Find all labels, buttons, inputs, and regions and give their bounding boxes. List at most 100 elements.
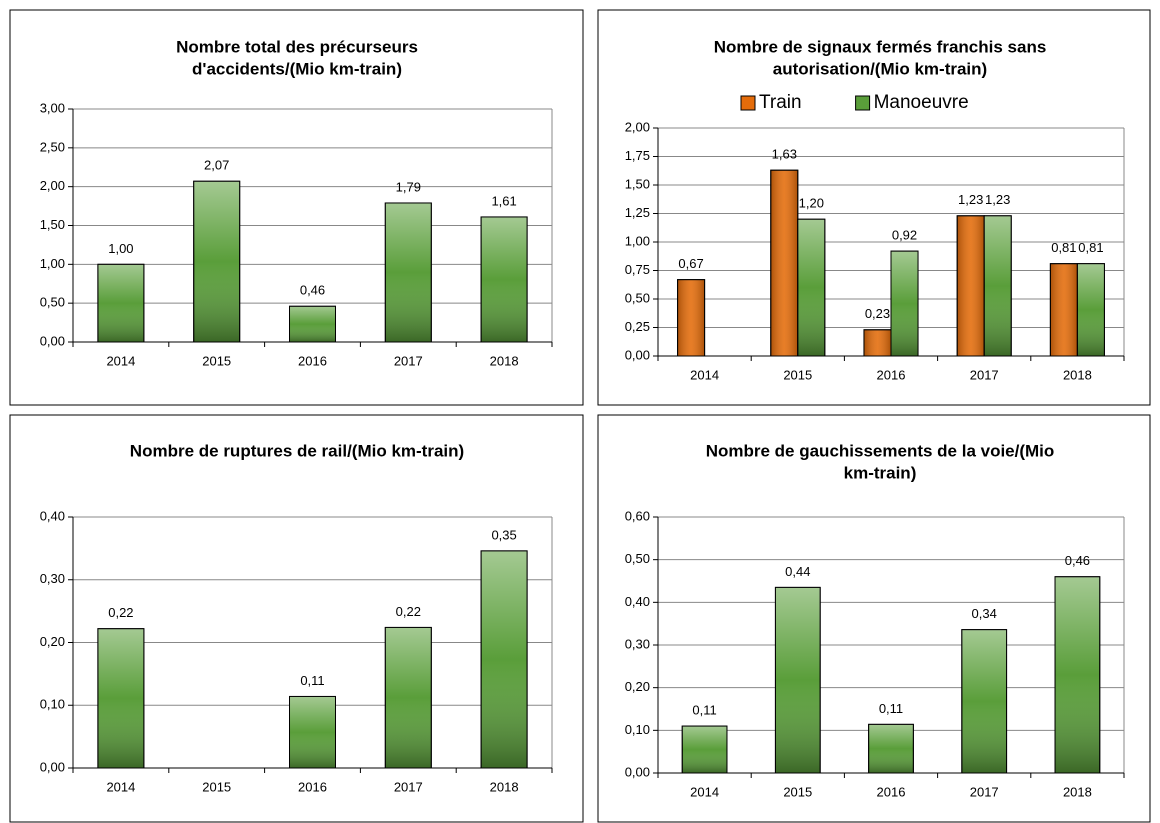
y-tick-label: 0,20: [40, 634, 65, 649]
y-tick-label: 0,40: [625, 594, 650, 609]
data-label: 1,63: [772, 147, 797, 162]
x-tick-label: 2014: [690, 367, 719, 382]
bar-shading: [868, 723, 914, 774]
data-label: 0,46: [300, 283, 325, 298]
bar-shading: [1054, 576, 1101, 774]
y-tick-label: 0,20: [625, 679, 650, 694]
data-label: 0,22: [108, 605, 133, 620]
data-label: 1,79: [396, 179, 421, 194]
chart-title: autorisation/(Mio km-train): [773, 59, 987, 78]
y-tick-label: 2,00: [625, 119, 650, 134]
bar-shading: [956, 215, 985, 357]
legend-label: Train: [759, 92, 802, 113]
data-label: 0,11: [692, 703, 716, 718]
y-tick-label: 0,50: [625, 551, 650, 566]
legend-swatch: [740, 95, 756, 111]
bar-shading: [289, 695, 336, 769]
y-tick-label: 0,60: [625, 508, 650, 523]
x-tick-label: 2017: [970, 784, 999, 799]
x-tick-label: 2015: [783, 367, 812, 382]
y-tick-label: 3,00: [40, 100, 65, 115]
x-tick-label: 2014: [106, 779, 135, 794]
y-tick-label: 1,50: [40, 217, 65, 232]
data-label: 0,44: [785, 564, 810, 579]
bar-shading: [1076, 263, 1105, 357]
chart-title: Nombre de signaux fermés franchis sans: [714, 37, 1047, 56]
bar-shading: [797, 218, 826, 357]
data-label: 0,46: [1065, 553, 1090, 568]
panel-border: [9, 414, 584, 823]
data-label: 1,00: [108, 241, 133, 256]
bar-shading: [193, 180, 241, 343]
x-tick-label: 2016: [877, 367, 906, 382]
chart-title: km-train): [844, 463, 917, 482]
y-tick-label: 0,30: [40, 571, 65, 586]
panel-border: [597, 9, 1151, 406]
bar-shading: [774, 586, 821, 774]
y-tick-label: 0,00: [40, 333, 65, 348]
data-label: 0,11: [300, 673, 324, 688]
y-tick-label: 1,75: [625, 148, 650, 163]
y-tick-label: 0,00: [625, 764, 650, 779]
data-label: 1,23: [958, 192, 983, 207]
data-label: 1,61: [491, 193, 516, 208]
y-tick-label: 2,50: [40, 139, 65, 154]
y-tick-label: 0,30: [625, 636, 650, 651]
x-tick-label: 2018: [490, 779, 519, 794]
data-label: 2,07: [204, 158, 229, 173]
x-tick-label: 2016: [298, 779, 327, 794]
data-label: 0,81: [1078, 240, 1103, 255]
chart-title: Nombre de ruptures de rail/(Mio km-train…: [130, 441, 464, 460]
data-label: 0,11: [879, 701, 903, 716]
x-tick-label: 2016: [877, 784, 906, 799]
x-tick-label: 2015: [202, 353, 231, 368]
bar-shading: [681, 725, 728, 774]
bar-shading: [384, 202, 432, 343]
y-tick-label: 0,25: [625, 319, 650, 334]
panel-border: [9, 9, 584, 406]
chart-title: Nombre de gauchissements de la voie/(Mio: [706, 441, 1055, 460]
bar-shading: [480, 550, 528, 769]
chart-title: Nombre total des précurseurs: [176, 37, 418, 56]
x-tick-label: 2018: [490, 353, 519, 368]
bar-shading: [384, 626, 432, 769]
legend-label: Manoeuvre: [874, 92, 969, 113]
y-tick-label: 0,50: [625, 290, 650, 305]
y-tick-label: 1,00: [40, 256, 65, 271]
bar-shading: [1049, 263, 1078, 357]
chart-title: d'accidents/(Mio km-train): [192, 59, 402, 78]
data-label: 0,22: [396, 604, 421, 619]
bar-shading: [890, 250, 919, 357]
y-tick-label: 0,50: [40, 295, 65, 310]
data-label: 0,34: [972, 606, 997, 621]
y-tick-label: 1,25: [625, 205, 650, 220]
y-tick-label: 2,00: [40, 178, 65, 193]
x-tick-label: 2016: [298, 353, 327, 368]
x-tick-label: 2017: [394, 353, 423, 368]
bar-shading: [677, 279, 706, 357]
legend-swatch: [855, 95, 871, 111]
x-tick-label: 2017: [394, 779, 423, 794]
bar-shading: [863, 329, 892, 357]
x-tick-label: 2015: [202, 779, 231, 794]
bar-shading: [289, 305, 336, 343]
x-tick-label: 2018: [1063, 784, 1092, 799]
x-tick-label: 2014: [690, 784, 719, 799]
data-label: 0,92: [892, 228, 917, 243]
y-tick-label: 0,10: [40, 697, 65, 712]
data-label: 0,23: [865, 306, 890, 321]
y-tick-label: 0,10: [625, 722, 650, 737]
bar-shading: [480, 216, 528, 343]
data-label: 0,67: [678, 256, 703, 271]
y-tick-label: 0,75: [625, 262, 650, 277]
x-tick-label: 2014: [106, 353, 135, 368]
y-tick-label: 0,00: [625, 347, 650, 362]
x-tick-label: 2018: [1063, 367, 1092, 382]
bar-shading: [97, 628, 145, 769]
panel-border: [597, 414, 1151, 823]
data-label: 1,23: [985, 192, 1010, 207]
data-label: 0,81: [1051, 240, 1076, 255]
y-tick-label: 0,40: [40, 508, 65, 523]
y-tick-label: 1,00: [625, 233, 650, 248]
